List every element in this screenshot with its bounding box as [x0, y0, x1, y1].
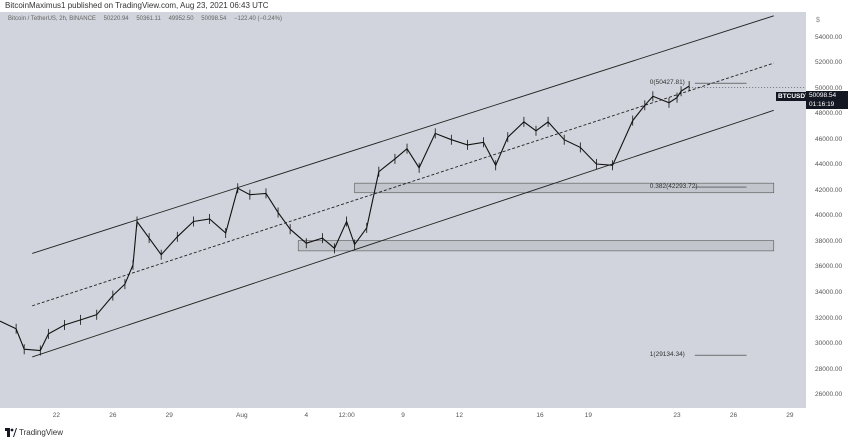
legend-symbol: Bitcoin / TetherUS, 2h, BINANCE: [8, 16, 96, 22]
legend-open: 50220.94: [103, 16, 129, 22]
x-tick-label: 23: [673, 412, 681, 419]
support-zone-1: [354, 182, 775, 194]
y-tick-label: 34000.00: [815, 289, 843, 297]
chart-legend: Bitcoin / TetherUS, 2h, BINANCE 50220.94…: [8, 16, 288, 22]
y-tick-label: 44000.00: [815, 161, 843, 169]
y-tick-label: 36000.00: [815, 263, 843, 271]
legend-change: −122.40 (−0.24%): [233, 16, 283, 22]
channel-upper-line: [32, 15, 774, 254]
channel-lower-line: [32, 109, 774, 358]
time-axis[interactable]: [0, 408, 806, 424]
y-tick-label: 50000.00: [815, 84, 843, 92]
legend-close: 50098.54: [201, 16, 227, 22]
last-price-value: 50098.54: [809, 92, 837, 99]
price-chart[interactable]: [0, 12, 806, 408]
chart-canvas[interactable]: [0, 12, 806, 408]
symbol-badge: BTCUSDT: [776, 92, 810, 101]
bar-countdown: 01:16:19: [809, 101, 835, 108]
y-tick-label: 54000.00: [815, 33, 843, 41]
x-tick-label: 29: [165, 412, 173, 419]
tradingview-logo-icon: [5, 428, 17, 437]
x-tick-label: 29: [786, 412, 794, 419]
legend-high: 50361.11: [136, 16, 161, 22]
fib-level-label: 0(50427.81): [649, 79, 685, 87]
currency-icon: $: [816, 17, 820, 24]
y-tick-label: 30000.00: [815, 340, 843, 348]
legend-low: 49952.50: [168, 16, 194, 22]
x-tick-label: 9: [401, 412, 405, 419]
y-tick-label: 38000.00: [815, 237, 843, 245]
y-tick-label: 28000.00: [815, 365, 843, 373]
y-tick-label: 46000.00: [815, 135, 843, 143]
x-tick-label: 26: [729, 412, 738, 419]
y-tick-label: 40000.00: [815, 212, 843, 220]
x-tick-label: Aug: [236, 412, 248, 419]
last-price-label: 50098.54 01:16:19: [806, 91, 848, 109]
footer: TradingView: [0, 424, 850, 441]
y-tick-label: 26000.00: [815, 391, 843, 399]
x-tick-label: 12:00: [338, 412, 355, 419]
y-tick-label: 32000.00: [815, 314, 843, 322]
tradingview-brand[interactable]: TradingView: [19, 428, 64, 437]
y-tick-label: 52000.00: [815, 59, 843, 67]
x-tick-label: 19: [584, 412, 592, 419]
fib-level-label: 1(29134.34): [649, 351, 685, 359]
x-tick-label: 22: [52, 412, 61, 419]
x-tick-label: 12: [455, 412, 464, 419]
x-tick-label: 16: [536, 412, 544, 419]
x-tick-label: 26: [109, 412, 117, 419]
support-zone-2: [297, 240, 775, 252]
top-bar: BitcoinMaximus1 published on TradingView…: [0, 0, 850, 12]
x-tick-label: 4: [304, 412, 309, 419]
channel-mid-line: [32, 62, 774, 307]
fib-level-label: 0.382(42293.72): [649, 183, 698, 191]
price-axis[interactable]: [806, 12, 850, 408]
price-series-line: [0, 85, 690, 352]
publisher-text: BitcoinMaximus1 published on TradingView…: [5, 1, 269, 10]
y-tick-label: 42000.00: [815, 186, 843, 194]
y-tick-label: 48000.00: [815, 110, 843, 118]
